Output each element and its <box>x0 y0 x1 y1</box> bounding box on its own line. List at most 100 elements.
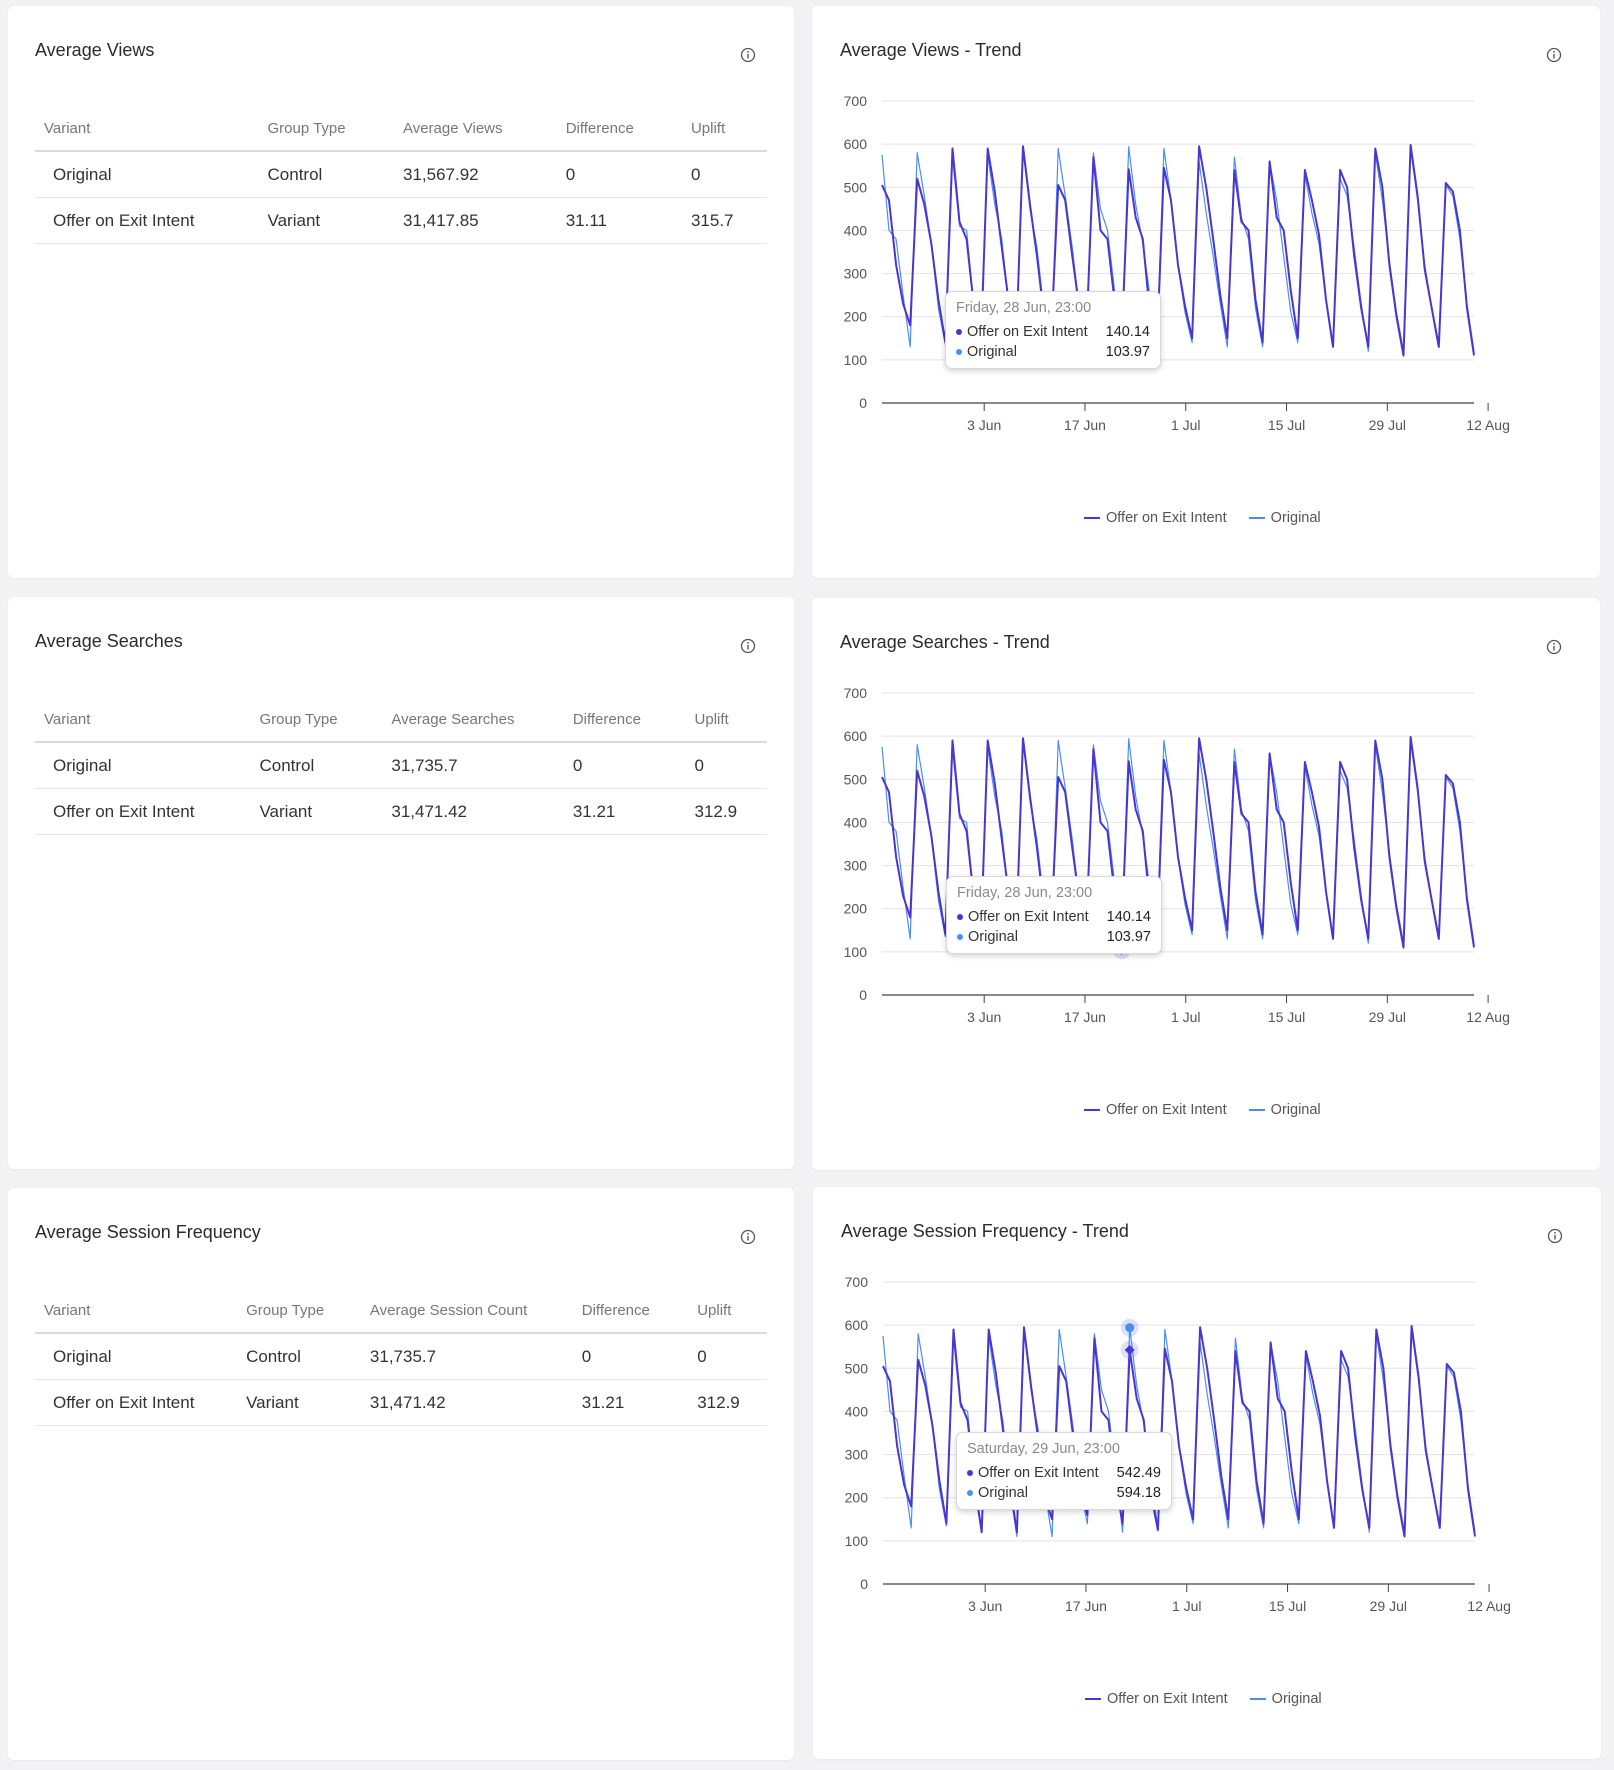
column-header[interactable]: Difference <box>563 697 686 743</box>
x-tick-label: 29 Jul <box>1369 417 1406 433</box>
y-tick-label: 700 <box>844 685 868 701</box>
y-tick-label: 500 <box>844 179 868 195</box>
y-tick-label: 0 <box>860 1576 868 1592</box>
column-header[interactable]: Uplift <box>685 697 767 743</box>
table-cell: 31.21 <box>572 1379 689 1426</box>
column-header[interactable]: Variant <box>35 697 251 743</box>
column-header[interactable]: Difference <box>572 1288 689 1334</box>
table-cell: 312.9 <box>685 788 767 835</box>
column-header[interactable]: Variant <box>35 1288 238 1334</box>
column-header[interactable]: Group Type <box>250 697 383 743</box>
info-icon[interactable] <box>1547 1228 1563 1244</box>
y-tick-label: 100 <box>845 1533 869 1549</box>
column-header[interactable]: Uplift <box>688 1288 767 1334</box>
hover-point[interactable] <box>1125 1323 1135 1333</box>
column-header[interactable]: Group Type <box>237 1288 361 1334</box>
table-cell: Control <box>258 151 394 198</box>
column-header[interactable]: Group Type <box>258 106 394 152</box>
legend-item[interactable]: Offer on Exit Intent <box>1084 510 1227 526</box>
column-header[interactable]: Difference <box>556 106 682 152</box>
tooltip-title: Saturday, 29 Jun, 23:00 <box>967 1441 1120 1457</box>
info-icon[interactable] <box>1546 639 1562 655</box>
y-tick-label: 300 <box>845 1447 869 1463</box>
y-tick-label: 600 <box>845 1317 869 1333</box>
table-cell: 31.21 <box>563 788 686 835</box>
tooltip-series-value: 140.14 <box>1105 324 1150 340</box>
trend-card-searches: Average Searches - Trend 0 100 200 300 400 50… <box>812 598 1600 1170</box>
tooltip-series-name: Original <box>967 344 1017 360</box>
info-icon[interactable] <box>740 47 756 63</box>
legend-item[interactable]: Offer on Exit Intent <box>1085 1691 1228 1707</box>
table-cell: 0 <box>685 742 767 789</box>
y-tick-label: 500 <box>845 1360 869 1376</box>
y-tick-label: 700 <box>845 1274 869 1290</box>
column-header[interactable]: Variant <box>35 106 259 152</box>
table-cell: Variant <box>258 197 394 244</box>
table-header-row: Variant Group Type Average Views Difference… <box>35 106 767 152</box>
metric-card-searches: Average Searches Variant Group Type Averag… <box>8 597 794 1169</box>
table-header-row: Variant Group Type Average Searches Differe… <box>35 697 767 743</box>
x-tick-label: 3 Jun <box>968 1598 1002 1614</box>
x-tick-label: 29 Jul <box>1370 1598 1407 1614</box>
column-header[interactable]: Average Searches <box>382 697 564 743</box>
trend-card-views: Average Views - Trend 0 100 200 300 400 500 60… <box>812 6 1600 578</box>
info-icon[interactable] <box>1546 47 1562 63</box>
legend-label: Original <box>1271 1691 1322 1707</box>
trend-title-suffix: - Trend <box>1071 1221 1129 1241</box>
table-cell: 31,567.92 <box>393 151 557 198</box>
table-header-row: Variant Group Type Average Session Count Di… <box>35 1288 767 1334</box>
column-header[interactable]: Uplift <box>681 106 767 152</box>
tooltip-row: Original 103.97 <box>957 929 1151 945</box>
y-tick-label: 100 <box>844 352 868 368</box>
x-tick-label: 12 Aug <box>1466 417 1510 433</box>
y-tick-label: 200 <box>844 309 868 325</box>
tooltip-row: Offer on Exit Intent 542.49 <box>967 1465 1161 1481</box>
table-cell: Offer on Exit Intent <box>35 788 251 835</box>
y-tick-label: 0 <box>859 395 867 411</box>
info-icon[interactable] <box>740 638 756 654</box>
column-header[interactable]: Average Session Count <box>360 1288 573 1334</box>
series-line-offer-on-exit-intent[interactable] <box>882 1325 1476 1538</box>
info-icon[interactable] <box>740 1229 756 1245</box>
y-tick-label: 600 <box>844 728 868 744</box>
y-tick-label: 700 <box>844 93 868 109</box>
trend-chart[interactable]: 0 100 200 300 400 500 600 700 3 Jun 17 Jun 1 Jul 15… <box>812 598 1600 1170</box>
trend-card-session-frequency: Average Session Frequency - Trend 0 100 20… <box>813 1187 1601 1759</box>
column-header[interactable]: Average Views <box>393 106 557 152</box>
legend-label: Original <box>1270 1102 1321 1118</box>
table-row: Offer on Exit Intent Variant 31,471.42 31.2… <box>35 788 767 835</box>
table-cell: Offer on Exit Intent <box>35 1379 238 1426</box>
trend-title-metric: Average Session Frequency <box>841 1221 1067 1241</box>
trend-chart[interactable]: 0 100 200 300 400 500 600 700 3 Jun 17 Jun 1 Jul 15… <box>813 1187 1601 1759</box>
trend-title: Average Searches - Trend <box>840 632 1050 653</box>
table-cell: Original <box>35 1333 238 1380</box>
tooltip-series-name: Original <box>968 929 1018 945</box>
table-cell: 0 <box>681 151 767 198</box>
legend-item[interactable]: Original <box>1249 1691 1322 1707</box>
legend-item[interactable]: Offer on Exit Intent <box>1084 1102 1227 1118</box>
metrics-table: Variant Group Type Average Session Count Di… <box>35 1288 767 1426</box>
trend-title-suffix: - Trend <box>992 632 1050 652</box>
tooltip-series-name: Offer on Exit Intent <box>978 1465 1099 1481</box>
table-cell: 31.11 <box>556 197 682 244</box>
legend-item[interactable]: Original <box>1248 1102 1321 1118</box>
trend-title-metric: Average Views <box>840 40 960 60</box>
series-dot-icon <box>956 349 962 356</box>
legend-item[interactable]: Original <box>1248 510 1321 526</box>
x-tick-label: 1 Jul <box>1171 1009 1201 1025</box>
trend-title-suffix: - Trend <box>964 40 1022 60</box>
table-cell: 0 <box>563 742 686 789</box>
table-cell: Original <box>35 742 251 789</box>
series-dot-icon <box>956 329 962 336</box>
table-row: Offer on Exit Intent Variant 31,417.85 31.1… <box>35 197 767 244</box>
trend-chart[interactable]: 0 100 200 300 400 500 600 700 3 Jun 17 Jun 1 Jul 15… <box>812 6 1600 578</box>
x-tick-label: 12 Aug <box>1466 1009 1510 1025</box>
y-tick-label: 0 <box>859 987 867 1003</box>
table-cell: 31,471.42 <box>360 1379 573 1426</box>
tooltip-row: Original 103.97 <box>956 344 1150 360</box>
metrics-table: Variant Group Type Average Searches Differe… <box>35 697 767 835</box>
table-cell: 0 <box>688 1333 767 1380</box>
table-cell: 31,417.85 <box>393 197 557 244</box>
legend-label: Offer on Exit Intent <box>1106 510 1227 526</box>
table-cell: 31,735.7 <box>360 1333 573 1380</box>
